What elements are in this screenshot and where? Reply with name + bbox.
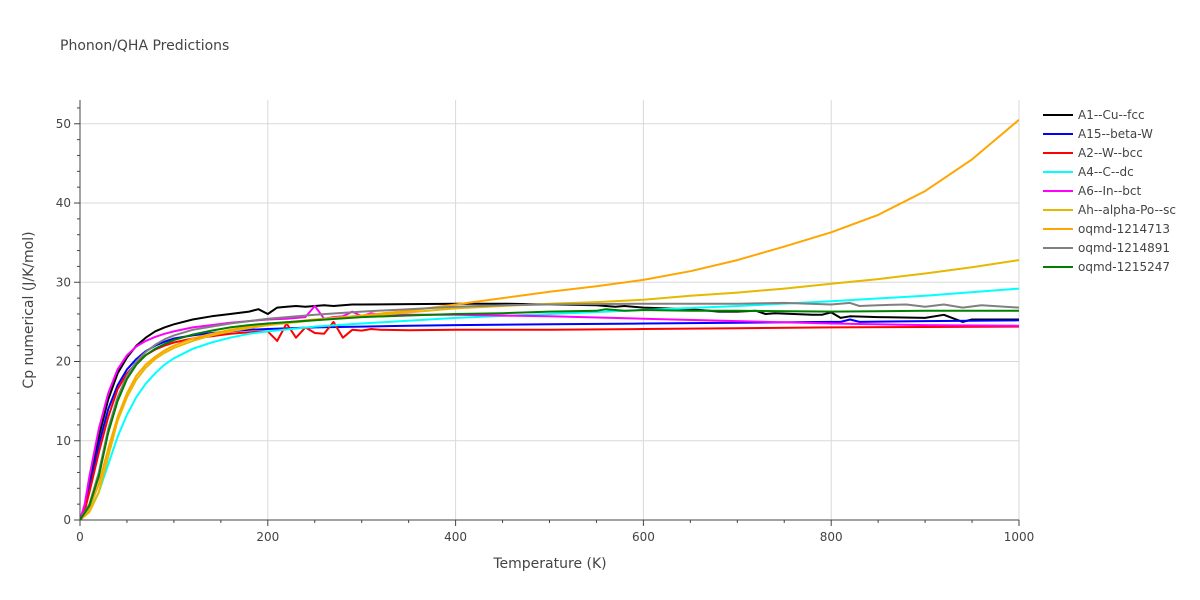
series-line-A6--In--bct [80, 305, 1019, 520]
y-tick-label: 40 [56, 196, 71, 210]
x-axis-title: Temperature (K) [492, 556, 606, 572]
legend-label: oqmd-1214891 [1078, 241, 1170, 255]
x-tick-label: 0 [76, 530, 84, 544]
legend-item[interactable]: oqmd-1214891 [1043, 241, 1170, 255]
x-tick-label: 1000 [1004, 530, 1035, 544]
legend-label: A2--W--bcc [1078, 146, 1143, 160]
series-line-oqmd-1215247 [80, 308, 1019, 520]
legend-item[interactable]: A15--beta-W [1043, 127, 1153, 141]
legend[interactable]: A1--Cu--fcc A15--beta-W A2--W--bcc A4--C--d… [1043, 108, 1176, 274]
series-line-oqmd-1214891 [80, 301, 1019, 520]
y-tick-label: 10 [56, 434, 71, 448]
y-tick-label: 0 [63, 513, 71, 527]
x-tick-label: 600 [632, 530, 655, 544]
series-line-A1--Cu--fcc [80, 302, 1019, 520]
y-axis-title: Cp numerical (J/K/mol) [21, 231, 37, 388]
legend-label: oqmd-1214713 [1078, 222, 1170, 236]
legend-label: Ah--alpha-Po--sc [1078, 203, 1176, 217]
series-line-A15--beta-W [80, 318, 1019, 520]
legend-item[interactable]: A1--Cu--fcc [1043, 108, 1145, 122]
x-tick-label: 800 [820, 530, 843, 544]
legend-item[interactable]: A6--In--bct [1043, 184, 1142, 198]
legend-item[interactable]: oqmd-1214713 [1043, 222, 1170, 236]
legend-label: A4--C--dc [1078, 165, 1134, 179]
y-tick-label: 50 [56, 117, 71, 131]
legend-item[interactable]: A4--C--dc [1043, 165, 1134, 179]
grid [80, 100, 1020, 520]
chart-title: Phonon/QHA Predictions [60, 38, 229, 54]
x-tick-label: 400 [444, 530, 467, 544]
legend-label: A6--In--bct [1078, 184, 1142, 198]
legend-label: A1--Cu--fcc [1078, 108, 1145, 122]
legend-item[interactable]: Ah--alpha-Po--sc [1043, 203, 1176, 217]
legend-item[interactable]: A2--W--bcc [1043, 146, 1143, 160]
x-tick-label: 200 [256, 530, 279, 544]
legend-item[interactable]: oqmd-1215247 [1043, 260, 1170, 274]
legend-label: A15--beta-W [1078, 127, 1153, 141]
series-line-oqmd-1214713 [80, 119, 1019, 520]
series-layer [80, 119, 1019, 520]
series-line-A2--W--bcc [80, 320, 1019, 520]
legend-label: oqmd-1215247 [1078, 260, 1170, 274]
y-tick-label: 30 [56, 275, 71, 289]
tick-labels: 0 200 400 600 800 1000 0 10 20 30 40 50 [56, 117, 1035, 544]
axes [74, 100, 1020, 526]
y-tick-label: 20 [56, 355, 71, 369]
